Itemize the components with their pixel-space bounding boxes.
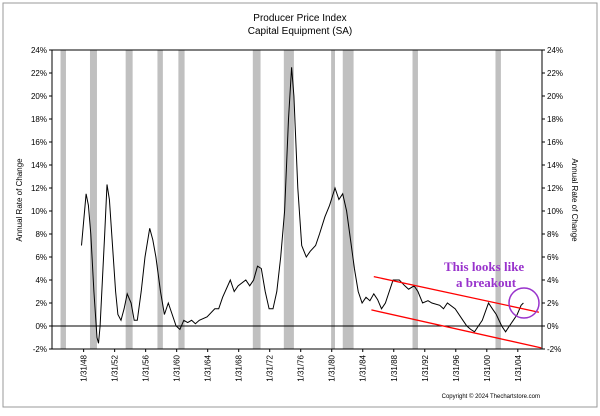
y-tick-label: 18% (31, 115, 47, 124)
data-line (81, 67, 524, 344)
y2-tick-label: 24% (547, 46, 563, 55)
shaded-period (89, 50, 97, 349)
x-tick-label: 1/31/56 (142, 354, 151, 381)
y-tick-label: 0% (35, 322, 47, 331)
y-axis-label: Annual Rate of Change (15, 158, 24, 242)
y2-tick-label: 12% (547, 184, 563, 193)
shaded-period (412, 50, 418, 349)
shaded-period (495, 50, 501, 349)
x-tick-label: 1/31/64 (204, 354, 213, 381)
shaded-period (331, 50, 335, 349)
chart-subtitle: Capital Equipment (SA) (248, 26, 353, 37)
x-tick-label: 1/31/76 (297, 354, 306, 381)
y-tick-label: 8% (35, 230, 47, 239)
y2-tick-label: 20% (547, 92, 563, 101)
plot-border (51, 49, 543, 350)
x-tick-label: 1/31/72 (266, 354, 275, 381)
x-tick-label: 1/31/00 (483, 354, 492, 381)
y2-tick-label: 0% (547, 322, 559, 331)
y-tick-label: 2% (35, 299, 47, 308)
y2-axis-label: Annual Rate of Change (570, 158, 579, 242)
y2-tick-label: 6% (547, 253, 559, 262)
y-tick-label: 14% (31, 161, 47, 170)
y2-tick-label: 14% (547, 161, 563, 170)
x-tick-label: 1/31/96 (452, 354, 461, 381)
x-tick-label: 1/31/92 (421, 354, 430, 381)
trend-line (371, 309, 542, 349)
y2-tick-label: 10% (547, 207, 563, 216)
y2-tick-label: 18% (547, 115, 563, 124)
chart-title: Producer Price Index (253, 13, 346, 24)
copyright: Copyright © 2024 Thechartstore.com (442, 393, 540, 400)
shaded-period (125, 50, 133, 349)
y2-tick-label: 4% (547, 276, 559, 285)
y2-tick-label: 8% (547, 230, 559, 239)
highlight-circle (508, 287, 540, 319)
shaded-period (157, 50, 163, 349)
shaded-period (252, 50, 261, 349)
shaded-period (178, 50, 185, 349)
y-tick-label: 24% (31, 46, 47, 55)
y2-tick-label: 2% (547, 299, 559, 308)
y-tick-label: 4% (35, 276, 47, 285)
plot-area: -2% 0% 2% 4% 6% 8% 10% 12% 14% 16% 18% 20% 22% 24% -2%… (31, 46, 563, 382)
x-tick-label: 1/31/84 (359, 354, 368, 381)
x-tick-label: 1/31/60 (173, 354, 182, 381)
x-tick-label: 1/31/48 (80, 354, 89, 381)
x-tick-label: 1/31/88 (390, 354, 399, 381)
shaded-period (342, 50, 354, 349)
y-tick-label: 6% (35, 253, 47, 262)
y-tick-label: 20% (31, 92, 47, 101)
y2-tick-label: -2% (547, 345, 561, 354)
x-tick-label: 1/31/52 (111, 354, 120, 381)
y-tick-label: 16% (31, 138, 47, 147)
y-tick-label: 12% (31, 184, 47, 193)
shaded-period (60, 50, 66, 349)
y-tick-label: -2% (33, 345, 47, 354)
y-tick-label: 22% (31, 69, 47, 78)
x-tick-label: 1/31/80 (328, 354, 337, 381)
y2-tick-label: 16% (547, 138, 563, 147)
x-tick-label: 1/31/68 (235, 354, 244, 381)
shaded-period (283, 50, 294, 349)
y-tick-label: 10% (31, 207, 47, 216)
annotation: a breakout (456, 275, 517, 290)
x-tick-label: 1/31/04 (514, 354, 523, 381)
y2-tick-label: 22% (547, 69, 563, 78)
trend-line (373, 275, 540, 313)
annotation: This looks like (444, 259, 524, 274)
